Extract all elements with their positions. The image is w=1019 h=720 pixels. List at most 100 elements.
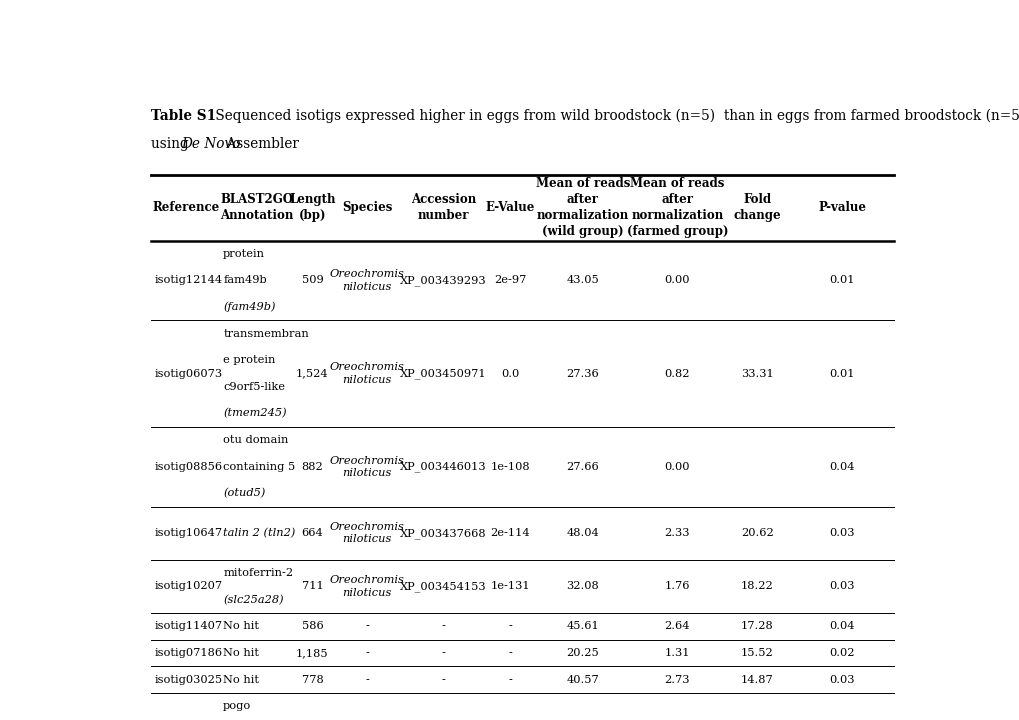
Text: P-value: P-value [817,202,865,215]
Text: 1,524: 1,524 [296,369,328,379]
Text: otu domain: otu domain [223,435,288,445]
Text: -: - [365,675,369,685]
Text: transmembran: transmembran [223,328,309,338]
Text: (fam49b): (fam49b) [223,302,275,312]
Text: pogo: pogo [223,701,251,711]
Text: 45.61: 45.61 [566,621,598,631]
Text: 1,185: 1,185 [296,648,328,658]
Text: 2e-97: 2e-97 [493,276,526,285]
Text: isotig08856: isotig08856 [154,462,222,472]
Text: Oreochromis
niloticus: Oreochromis niloticus [329,522,405,544]
Text: 2.73: 2.73 [664,675,690,685]
Text: using: using [151,138,194,151]
Text: 15.52: 15.52 [740,648,772,658]
Text: Accession
number: Accession number [411,193,476,222]
Text: 0.04: 0.04 [828,462,854,472]
Text: isotig11407: isotig11407 [154,621,222,631]
Text: e protein: e protein [223,355,275,365]
Text: 48.04: 48.04 [566,528,598,539]
Text: XP_003454153: XP_003454153 [400,581,486,592]
Text: 0.03: 0.03 [828,675,854,685]
Text: Oreochromis
niloticus: Oreochromis niloticus [329,362,405,384]
Text: 1e-131: 1e-131 [490,582,530,591]
Text: (tmem245): (tmem245) [223,408,286,418]
Text: 0.00: 0.00 [664,462,690,472]
Text: -: - [507,675,512,685]
Text: 2.64: 2.64 [664,621,690,631]
Text: isotig06073: isotig06073 [154,369,222,379]
Text: XP_003450971: XP_003450971 [400,368,486,379]
Text: 1.76: 1.76 [664,582,690,591]
Text: 586: 586 [302,621,323,631]
Text: 0.0: 0.0 [500,369,519,379]
Text: talin 2 (tln2): talin 2 (tln2) [223,528,296,539]
Text: 27.66: 27.66 [566,462,598,472]
Text: XP_003437668: XP_003437668 [400,528,486,539]
Text: No hit: No hit [223,621,259,631]
Text: Length
(bp): Length (bp) [289,193,335,222]
Text: isotig10207: isotig10207 [154,582,222,591]
Text: -: - [507,621,512,631]
Text: 20.62: 20.62 [740,528,772,539]
Text: 2.33: 2.33 [664,528,690,539]
Text: (otud5): (otud5) [223,488,265,498]
Text: -: - [365,621,369,631]
Text: 509: 509 [302,276,323,285]
Text: 1.31: 1.31 [664,648,690,658]
Text: 711: 711 [302,582,323,591]
Text: Oreochromis
niloticus: Oreochromis niloticus [329,456,405,478]
Text: 778: 778 [302,675,323,685]
Text: 40.57: 40.57 [566,675,598,685]
Text: 0.82: 0.82 [664,369,690,379]
Text: 0.03: 0.03 [828,528,854,539]
Text: c9orf5-like: c9orf5-like [223,382,285,392]
Text: 32.08: 32.08 [566,582,598,591]
Text: 2e-114: 2e-114 [490,528,530,539]
Text: -: - [365,648,369,658]
Text: -: - [441,621,445,631]
Text: 27.36: 27.36 [566,369,598,379]
Text: 14.87: 14.87 [740,675,772,685]
Text: 0.01: 0.01 [828,276,854,285]
Text: 18.22: 18.22 [740,582,772,591]
Text: No hit: No hit [223,675,259,685]
Text: E-Value: E-Value [485,202,534,215]
Text: -: - [507,648,512,658]
Text: Reference: Reference [152,202,219,215]
Text: Table S1: Table S1 [151,109,216,122]
Text: protein: protein [223,249,265,258]
Text: Oreochromis
niloticus: Oreochromis niloticus [329,269,405,292]
Text: 17.28: 17.28 [740,621,772,631]
Text: fam49b: fam49b [223,276,267,285]
Text: -: - [441,675,445,685]
Text: isotig12144: isotig12144 [154,276,222,285]
Text: Assembler: Assembler [222,138,299,151]
Text: isotig03025: isotig03025 [154,675,222,685]
Text: Species: Species [341,202,392,215]
Text: BLAST2GO
Annotation: BLAST2GO Annotation [220,193,293,222]
Text: isotig10647: isotig10647 [154,528,222,539]
Text: 0.01: 0.01 [828,369,854,379]
Text: Sequenced isotigs expressed higher in eggs from wild broodstock (n=5)  than in e: Sequenced isotigs expressed higher in eg… [210,109,1019,123]
Text: -: - [441,648,445,658]
Text: 0.00: 0.00 [664,276,690,285]
Text: No hit: No hit [223,648,259,658]
Text: Mean of reads
after
normalization
(wild group): Mean of reads after normalization (wild … [535,177,630,238]
Text: XP_003446013: XP_003446013 [400,462,486,472]
Text: XP_003439293: XP_003439293 [400,275,486,286]
Text: Oreochromis
niloticus: Oreochromis niloticus [329,575,405,598]
Text: De Novo: De Novo [181,138,240,151]
Text: 33.31: 33.31 [740,369,772,379]
Text: 1e-108: 1e-108 [490,462,530,472]
Text: mitoferrin-2: mitoferrin-2 [223,568,293,578]
Text: 882: 882 [302,462,323,472]
Text: Fold
change: Fold change [733,193,781,222]
Text: containing 5: containing 5 [223,462,296,472]
Text: 664: 664 [302,528,323,539]
Text: 20.25: 20.25 [566,648,598,658]
Text: Mean of reads
after
normalization
(farmed group): Mean of reads after normalization (farme… [626,177,728,238]
Text: 0.02: 0.02 [828,648,854,658]
Text: 0.03: 0.03 [828,582,854,591]
Text: isotig07186: isotig07186 [154,648,222,658]
Text: 0.04: 0.04 [828,621,854,631]
